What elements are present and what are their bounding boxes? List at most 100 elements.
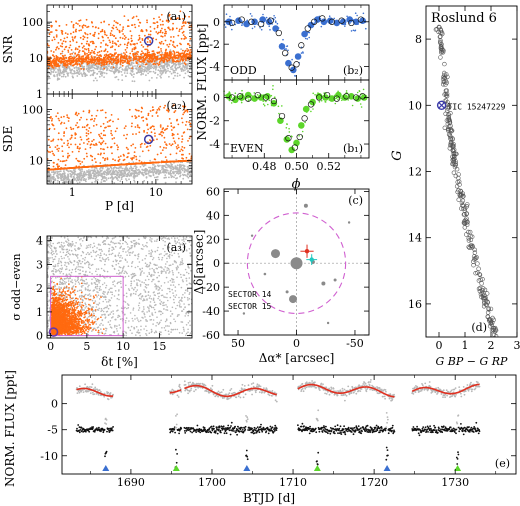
point [85, 68, 88, 71]
point [64, 264, 66, 266]
point [120, 272, 123, 274]
point [116, 127, 118, 130]
point [78, 71, 80, 73]
point [98, 50, 101, 53]
point [143, 129, 146, 132]
point [164, 56, 167, 58]
point [82, 66, 85, 68]
point [49, 168, 52, 171]
point [164, 156, 167, 159]
point [128, 178, 130, 181]
point [115, 176, 118, 179]
point [72, 64, 74, 67]
point [105, 174, 108, 176]
point [135, 162, 138, 165]
point [145, 146, 148, 149]
point [78, 173, 81, 176]
point [108, 60, 110, 63]
point [189, 49, 192, 51]
point [74, 132, 77, 135]
point [146, 162, 149, 164]
point [176, 164, 179, 167]
point [74, 137, 77, 140]
point [114, 48, 116, 51]
point [61, 181, 64, 184]
point [144, 279, 147, 281]
point [75, 22, 78, 25]
point [57, 158, 60, 161]
point [109, 170, 111, 173]
point [134, 57, 137, 60]
point [165, 144, 168, 147]
point [174, 74, 176, 77]
point [93, 64, 96, 67]
point [107, 54, 110, 56]
point [153, 65, 155, 67]
highlight-marker [143, 36, 154, 46]
point [74, 48, 77, 51]
point [156, 109, 159, 111]
point [105, 254, 108, 256]
point [162, 23, 164, 26]
point [180, 27, 183, 30]
point [101, 35, 104, 38]
point [156, 321, 158, 324]
point [83, 177, 86, 180]
point [159, 171, 162, 174]
point [97, 60, 100, 63]
point [58, 258, 60, 260]
point [134, 147, 137, 149]
point [85, 128, 88, 131]
point [69, 181, 72, 184]
point [174, 296, 177, 299]
point [162, 248, 164, 250]
point [55, 60, 57, 63]
point [160, 161, 163, 164]
point [140, 110, 143, 113]
point [65, 56, 67, 59]
point [47, 151, 50, 153]
point [58, 25, 61, 27]
point [79, 36, 82, 39]
point [157, 165, 160, 168]
point [87, 251, 89, 254]
point [158, 58, 161, 60]
point [99, 324, 101, 326]
point [185, 156, 188, 159]
point [172, 171, 175, 174]
point [138, 25, 140, 27]
point [183, 62, 186, 64]
point [140, 64, 143, 66]
point [159, 72, 162, 74]
point [115, 58, 117, 60]
point [111, 67, 114, 70]
point [173, 126, 176, 129]
point [55, 35, 58, 38]
point [49, 173, 52, 176]
point [100, 21, 103, 24]
point [122, 26, 125, 28]
point [146, 275, 149, 278]
point [181, 146, 184, 148]
point [130, 144, 133, 147]
point [175, 51, 178, 54]
point [157, 73, 159, 76]
point [67, 155, 69, 158]
point [156, 55, 159, 58]
point [94, 144, 96, 147]
point [172, 71, 175, 74]
point [75, 157, 78, 160]
point [165, 62, 168, 65]
point [137, 61, 140, 63]
point [180, 58, 182, 60]
point [50, 70, 53, 73]
point [115, 66, 118, 69]
point [95, 26, 97, 29]
point [102, 140, 105, 143]
point [78, 168, 80, 171]
point [130, 59, 132, 61]
point [58, 119, 61, 122]
point [155, 31, 158, 33]
point [105, 34, 108, 37]
point [111, 40, 114, 43]
